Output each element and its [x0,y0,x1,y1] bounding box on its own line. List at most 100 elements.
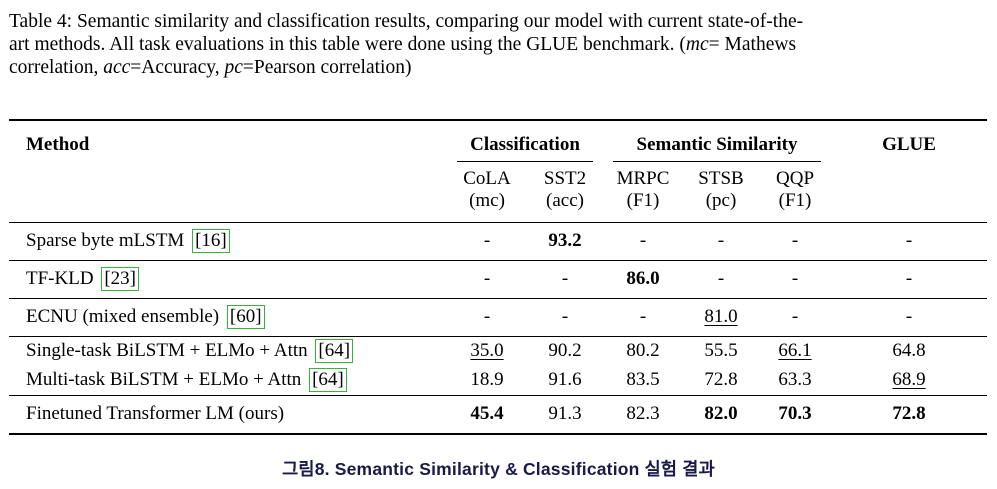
table-row: Multi-task BiLSTM + ELMo + Attn [64] 18.9… [9,366,988,396]
table-caption-line-2: art methods. All task evaluations in thi… [9,33,988,56]
value-cell: - [791,268,799,289]
group-header-classification: Classification [447,120,603,163]
method-label: Sparse byte mLSTM [26,230,185,251]
value-cell: 82.3 [626,403,660,424]
table-caption: Table 4: Semantic similarity and classif… [9,10,988,79]
method-cell: ECNU (mixed ensemble) [60] [9,299,447,337]
value-cell: 80.2 [626,340,660,361]
caption-abbrev-mc: mc [685,34,709,55]
col-header-mrpc: MRPC (F1) [603,163,683,223]
value-cell: 70.3 [778,403,812,424]
value-cell: 45.4 [470,403,504,424]
caption-text: =Accuracy, [130,57,225,78]
col-header-qqp: QQP (F1) [759,163,831,223]
value-cell: 91.6 [548,369,582,390]
task-name: QQP [776,168,815,189]
value-cell: 64.8 [892,340,926,361]
caption-text: Table 4: Semantic similarity and classif… [9,11,804,32]
method-cell: Sparse byte mLSTM [16] [9,223,447,261]
value-cell: 83.5 [626,369,660,390]
citation-link[interactable]: [23] [101,267,139,291]
table-row: Single-task BiLSTM + ELMo + Attn [64] 35.… [9,337,987,367]
method-cell: TF-KLD [23] [9,261,447,299]
group-header-semantic-similarity: Semantic Similarity [603,120,831,163]
method-label: Single-task BiLSTM + ELMo + Attn [26,340,308,361]
value-cell: 68.9 [892,369,926,390]
group-header-classification-label: Classification [457,134,593,162]
table-row: ECNU (mixed ensemble) [60] - - - 81.0 - - [9,299,988,337]
table-header: Method Classification Semantic Similarit… [9,120,988,223]
value-cell: - [639,230,647,251]
sub-header-row: CoLA (mc) SST2 (acc) MRPC (F1) STSB (pc) QQP… [9,163,987,223]
group-header-row: Method Classification Semantic Similarit… [9,120,987,163]
method-label: Finetuned Transformer LM (ours) [26,403,285,424]
value-cell: 35.0 [470,340,504,361]
figure-caption: 그림8. Semantic Similarity & Classificatio… [282,459,715,479]
empty-cell [9,163,447,223]
value-cell: - [561,306,569,327]
method-cell: Single-task BiLSTM + ELMo + Attn [64] [9,337,447,367]
value-cell: 18.9 [470,369,504,390]
col-header-method: Method [26,134,90,155]
value-cell: 63.3 [778,369,812,390]
citation-link[interactable]: [64] [309,368,347,392]
caption-text: =Pearson correlation) [242,57,412,78]
value-cell: - [639,306,647,327]
value-cell: - [483,230,491,251]
table-row: Sparse byte mLSTM [16] - 93.2 - - - - [9,223,988,261]
value-cell: 82.0 [704,403,738,424]
value-cell: 72.8 [704,369,738,390]
results-table-body: Sparse byte mLSTM [16] -93.2- - - - TF-KLD [2… [9,223,988,435]
value-cell: 93.2 [548,230,582,251]
value-cell: 72.8 [892,403,926,424]
col-header-sst2: SST2 (acc) [527,163,603,223]
value-cell: - [483,268,491,289]
value-cell: 90.2 [548,340,582,361]
task-name: MRPC [616,168,670,189]
task-metric: (pc) [705,190,737,211]
caption-abbrev-acc: acc [103,57,131,78]
caption-text: correlation, [9,57,104,78]
task-name: STSB [698,168,744,189]
citation-link[interactable]: [16] [192,229,230,253]
table-caption-line-1: Table 4: Semantic similarity and classif… [9,10,988,33]
value-cell: - [561,268,569,289]
value-cell: - [717,268,725,289]
empty-cell [831,163,987,223]
method-cell: Multi-task BiLSTM + ELMo + Attn [64] [9,366,447,396]
method-label: Multi-task BiLSTM + ELMo + Attn [26,369,302,390]
citation-link[interactable]: [60] [226,305,265,329]
value-cell: - [483,306,491,327]
value-cell: - [905,230,913,251]
value-cell: - [717,230,725,251]
value-cell: 86.0 [626,268,660,289]
value-cell: 81.0 [704,306,738,327]
caption-abbrev-pc: pc [224,57,243,78]
task-metric: (acc) [546,190,584,211]
table-caption-line-3: correlation, acc=Accuracy, pc=Pearson co… [9,56,988,79]
method-label: TF-KLD [26,268,94,289]
col-header-glue: GLUE [882,134,936,155]
results-table-wrapper: Method Classification Semantic Similarit… [9,119,988,435]
table-row: TF-KLD [23] - - 86.0 - - - [9,261,988,299]
citation-link[interactable]: [64] [315,339,354,363]
caption-text: art methods. All task evaluations in thi… [9,34,686,55]
task-name: SST2 [543,168,587,189]
value-cell: 55.5 [704,340,738,361]
value-cell: - [791,230,799,251]
value-cell: - [791,306,799,327]
col-header-cola: CoLA (mc) [447,163,527,223]
task-metric: (F1) [778,190,812,211]
task-metric: (mc) [469,190,505,211]
results-table: Method Classification Semantic Similarit… [9,119,988,435]
value-cell: - [905,268,913,289]
value-cell: 91.3 [548,403,582,424]
task-name: CoLA [463,168,511,189]
value-cell: - [905,306,913,327]
group-header-semantic-similarity-label: Semantic Similarity [613,134,822,162]
method-label: ECNU (mixed ensemble) [26,306,220,327]
method-cell: Finetuned Transformer LM (ours) [9,396,447,435]
caption-text: = Mathews [708,34,797,55]
task-metric: (F1) [626,190,660,211]
